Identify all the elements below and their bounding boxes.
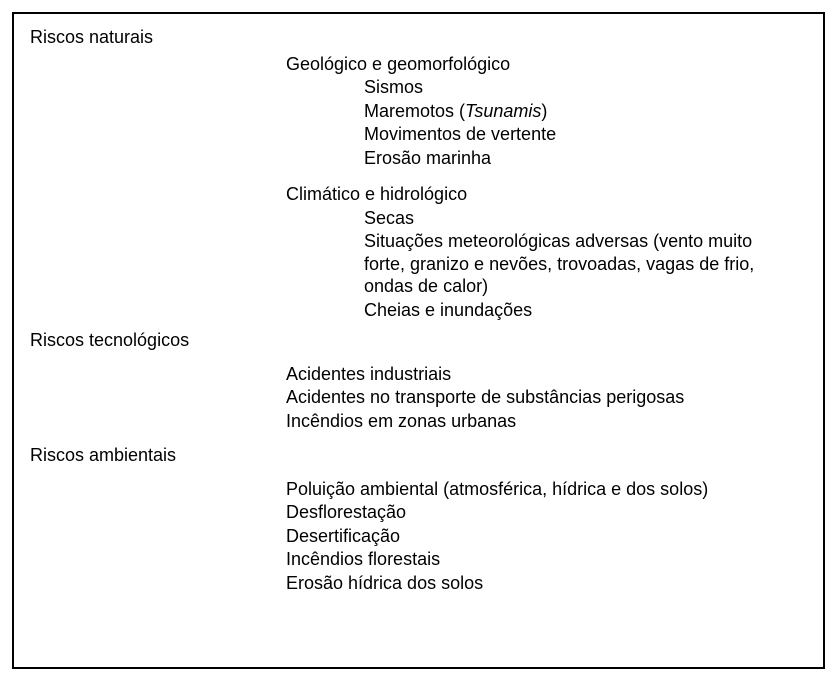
list-item: Desflorestação — [286, 501, 806, 524]
list-item: Situações meteorológicas adversas (vento… — [364, 230, 794, 298]
list-item: Erosão hídrica dos solos — [286, 572, 806, 595]
item-list: Acidentes industriais Acidentes no trans… — [286, 363, 809, 433]
category-natural: Riscos naturais Geológico e geomorfológi… — [28, 26, 809, 321]
subcategory-climatic: Climático e hidrológico Secas Situações … — [286, 183, 809, 321]
list-item: Movimentos de vertente — [364, 123, 794, 146]
list-item: Incêndios em zonas urbanas — [286, 410, 806, 433]
list-item: Maremotos (Tsunamis) — [364, 100, 794, 123]
category-title: Riscos naturais — [30, 26, 809, 49]
spacer — [28, 356, 809, 362]
item-suffix: ) — [541, 101, 547, 121]
content-box: Riscos naturais Geológico e geomorfológi… — [12, 12, 825, 669]
subcategory-title: Climático e hidrológico — [286, 183, 809, 206]
subcategory-list: Geológico e geomorfológico Sismos Maremo… — [286, 53, 809, 322]
spacer — [28, 471, 809, 477]
list-item: Cheias e inundações — [364, 299, 794, 322]
list-item: Erosão marinha — [364, 147, 794, 170]
list-item: Incêndios florestais — [286, 548, 806, 571]
list-item: Poluição ambiental (atmosférica, hídrica… — [286, 478, 806, 501]
item-italic: Tsunamis — [465, 101, 541, 121]
item-list: Secas Situações meteorológicas adversas … — [364, 207, 809, 322]
list-item: Sismos — [364, 76, 794, 99]
list-item: Desertificação — [286, 525, 806, 548]
item-list: Poluição ambiental (atmosférica, hídrica… — [286, 478, 809, 595]
page: Riscos naturais Geológico e geomorfológi… — [0, 0, 837, 681]
item-list: Sismos Maremotos (Tsunamis) Movimentos d… — [364, 76, 809, 169]
category-technological: Riscos tecnológicos Acidentes industriai… — [28, 329, 809, 432]
subcategory-geologic: Geológico e geomorfológico Sismos Maremo… — [286, 53, 809, 170]
subcategory-title: Geológico e geomorfológico — [286, 53, 809, 76]
list-item: Secas — [364, 207, 794, 230]
item-text: Maremotos ( — [364, 101, 465, 121]
list-item: Acidentes no transporte de substâncias p… — [286, 386, 806, 409]
list-item: Acidentes industriais — [286, 363, 806, 386]
category-title: Riscos tecnológicos — [30, 329, 809, 352]
category-environmental: Riscos ambientais Poluição ambiental (at… — [28, 444, 809, 594]
category-title: Riscos ambientais — [30, 444, 809, 467]
